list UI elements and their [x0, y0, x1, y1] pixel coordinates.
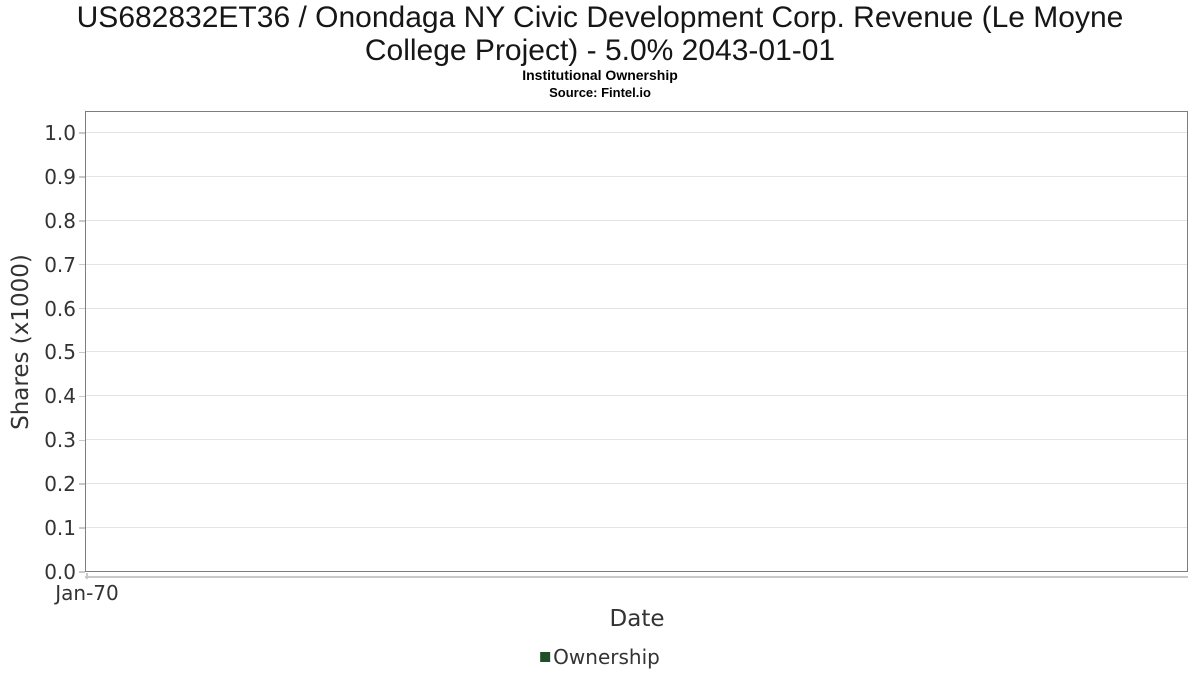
y-gridline	[86, 527, 1187, 529]
legend-marker-square-icon	[540, 652, 551, 662]
y-axis-tick-mark	[79, 176, 85, 178]
x-axis-tick-mark	[86, 572, 88, 579]
x-axis-line	[85, 576, 1188, 578]
y-gridline	[86, 351, 1187, 353]
y-axis-tick-mark	[79, 527, 85, 529]
y-axis-tick-mark	[79, 220, 85, 222]
y-axis-tick-mark	[79, 132, 85, 134]
legend: Ownership	[540, 645, 660, 669]
y-axis-tick-label: 1.0	[44, 120, 76, 145]
y-gridline	[86, 439, 1187, 441]
y-axis-tick-label: 0.0	[44, 560, 76, 584]
y-axis-tick-label: 0.7	[44, 252, 76, 277]
y-gridline	[86, 219, 1187, 221]
y-axis-tick-mark	[79, 263, 85, 266]
y-axis-tick-label: 0.3	[44, 428, 76, 453]
chart-source-credit: Source: Fintel.io	[549, 85, 651, 100]
x-axis-tick-label: Jan-70	[55, 581, 119, 605]
y-axis-tick-label: 0.8	[44, 208, 76, 233]
y-axis-tick-mark	[79, 307, 85, 310]
y-axis-tick-mark	[79, 351, 85, 354]
plot-area	[85, 111, 1188, 572]
y-axis-tick-label: 0.4	[44, 384, 76, 409]
y-axis-tick-mark	[79, 439, 85, 442]
y-axis-tick-mark	[79, 483, 85, 485]
y-gridline	[86, 175, 1187, 177]
y-gridline	[86, 307, 1187, 309]
chart-subtitle: Institutional Ownership	[522, 67, 678, 83]
y-axis-tick-label: 0.5	[44, 340, 76, 365]
y-gridline	[86, 483, 1187, 485]
y-axis-tick-mark	[79, 571, 85, 573]
y-axis-tick-label: 0.9	[44, 164, 76, 189]
x-axis-title: Date	[609, 606, 665, 632]
y-gridline	[86, 263, 1187, 265]
chart-title: US682832ET36 / Onondaga NY Civic Develop…	[76, 1, 1124, 67]
legend-item-ownership[interactable]: Ownership	[553, 645, 660, 669]
y-axis-tick-mark	[79, 395, 85, 398]
y-gridline	[86, 395, 1187, 397]
y-axis-tick-label: 0.2	[44, 472, 76, 497]
y-axis-tick-label: 0.6	[44, 296, 76, 321]
y-gridline	[86, 131, 1187, 133]
y-axis-tick-label: 0.1	[44, 516, 76, 541]
